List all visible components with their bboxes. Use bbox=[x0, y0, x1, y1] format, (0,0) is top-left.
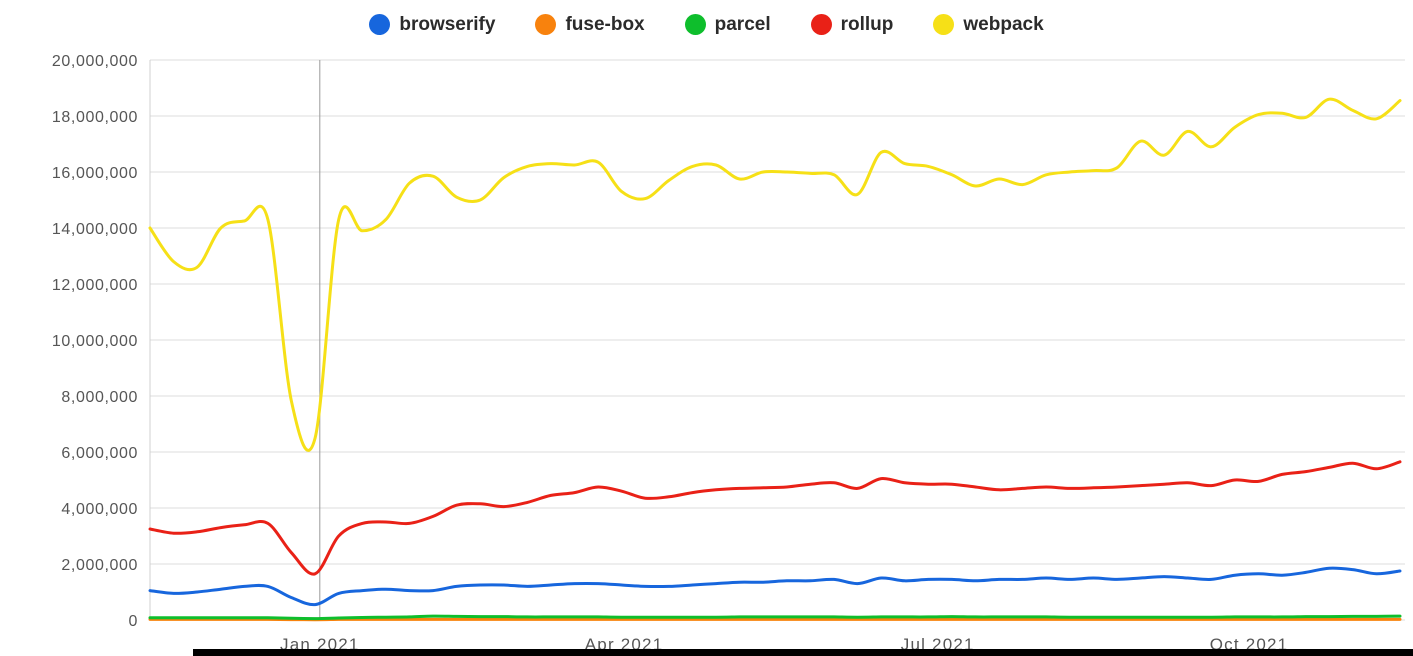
y-axis-tick-label: 16,000,000 bbox=[52, 165, 138, 182]
legend-dot-browserify bbox=[369, 14, 391, 35]
legend-item-rollup[interactable]: rollup bbox=[810, 14, 894, 35]
legend-item-parcel[interactable]: parcel bbox=[684, 14, 771, 35]
y-axis-tick-label: 6,000,000 bbox=[61, 445, 138, 462]
series-line-webpack[interactable] bbox=[148, 97, 1402, 452]
series-line-browserify[interactable] bbox=[148, 566, 1402, 607]
y-axis-tick-label: 20,000,000 bbox=[52, 53, 138, 70]
y-axis-tick-label: 0 bbox=[129, 613, 139, 630]
series-line-parcel[interactable] bbox=[148, 614, 1402, 621]
legend-item-webpack[interactable]: webpack bbox=[933, 14, 1044, 35]
y-axis-tick-label: 2,000,000 bbox=[61, 557, 138, 574]
legend-item-browserify[interactable]: browserify bbox=[369, 14, 495, 35]
legend-label-fuse-box: fuse-box bbox=[565, 14, 645, 35]
y-axis-tick-label: 10,000,000 bbox=[52, 333, 138, 350]
legend-dot-parcel bbox=[684, 14, 706, 35]
y-axis-tick-label: 4,000,000 bbox=[61, 501, 138, 518]
y-axis-tick-label: 8,000,000 bbox=[61, 389, 138, 406]
legend-dot-fuse-box bbox=[535, 14, 557, 35]
legend-item-fuse-box[interactable]: fuse-box bbox=[535, 14, 645, 35]
legend-label-parcel: parcel bbox=[714, 14, 771, 35]
bottom-divider-bar bbox=[193, 649, 1413, 656]
legend-dot-webpack bbox=[933, 14, 955, 35]
y-axis-tick-label: 14,000,000 bbox=[52, 221, 138, 238]
y-axis-tick-label: 12,000,000 bbox=[52, 277, 138, 294]
legend-label-webpack: webpack bbox=[963, 14, 1044, 35]
y-axis-tick-label: 18,000,000 bbox=[52, 109, 138, 126]
legend-dot-rollup bbox=[810, 14, 832, 35]
chart-legend: browserify fuse-box parcel rollup webpac… bbox=[0, 14, 1413, 35]
series-line-rollup[interactable] bbox=[148, 460, 1402, 576]
legend-label-browserify: browserify bbox=[399, 14, 496, 35]
legend-label-rollup: rollup bbox=[840, 14, 894, 35]
